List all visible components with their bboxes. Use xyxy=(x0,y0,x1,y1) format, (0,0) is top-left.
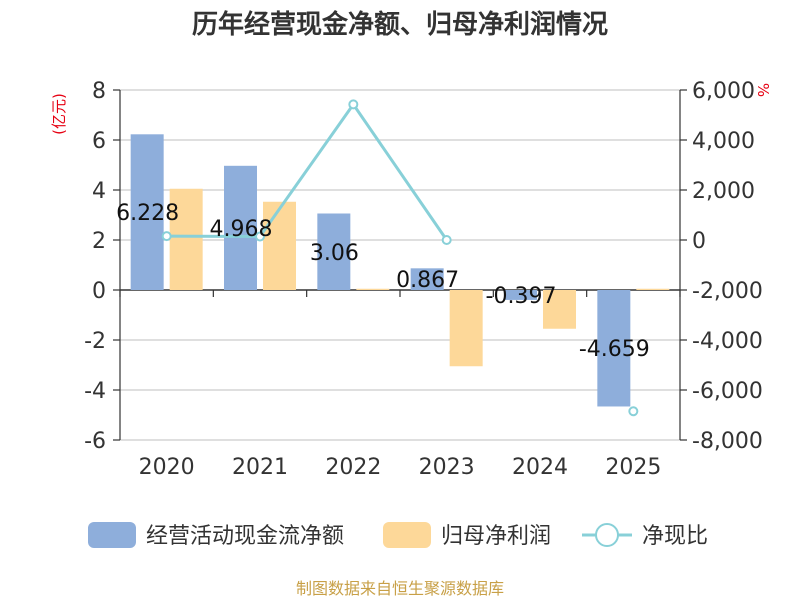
right-axis-tick-label: 4,000 xyxy=(692,129,755,154)
left-axis-tick-label: 4 xyxy=(92,179,106,204)
bar-data-label: 4.968 xyxy=(210,217,273,242)
bars xyxy=(130,134,670,407)
bar-data-label: 3.06 xyxy=(310,241,359,266)
left-axis-tick-label: 8 xyxy=(92,79,106,104)
bar-data-label: 0.867 xyxy=(396,268,459,293)
chart-title: 历年经营现金净额、归母净利润情况 xyxy=(192,9,608,40)
bar xyxy=(543,290,576,329)
axes: 8 6 4 2 0 -2 -4 -6 6,000 4,000 2,000 0 -2,000 -4,000 -… xyxy=(84,79,763,480)
ratio-point xyxy=(348,99,359,110)
legend-marker xyxy=(595,523,619,547)
legend-label: 归母净利润 xyxy=(441,524,551,549)
right-axis-tick-label: 2,000 xyxy=(692,179,755,204)
legend-label: 经营活动现金流净额 xyxy=(146,524,344,549)
ratio-point xyxy=(255,231,265,242)
bar xyxy=(504,290,537,300)
left-axis-tick-label: 2 xyxy=(92,229,106,254)
x-axis-tick-label: 2023 xyxy=(419,455,475,480)
bar xyxy=(130,134,164,290)
ratio-point xyxy=(161,231,172,242)
left-axis-unit: (亿元) xyxy=(50,93,68,135)
legend-label: 净现比 xyxy=(642,524,708,549)
legend-swatch xyxy=(383,522,431,548)
bar xyxy=(597,290,631,407)
x-axis-tick-label: 2020 xyxy=(139,455,195,480)
bar-data-label: 6.228 xyxy=(116,201,179,226)
left-axis-tick-label: -6 xyxy=(84,429,106,454)
left-axis-tick-label: 6 xyxy=(92,129,106,154)
bar xyxy=(356,288,390,290)
ratio-line xyxy=(161,99,639,417)
bar xyxy=(410,268,444,290)
gridlines xyxy=(120,89,680,441)
x-axis-tick-label: 2021 xyxy=(232,455,288,480)
x-axis-tick-label: 2022 xyxy=(325,455,381,480)
bar xyxy=(169,188,203,290)
right-axis-tick-label: -6,000 xyxy=(692,379,763,404)
ratio-line-segment xyxy=(166,101,448,241)
source-note: 制图数据来自恒生聚源数据库 xyxy=(296,579,504,598)
bar xyxy=(317,213,351,290)
left-axis-tick-label: -2 xyxy=(84,329,106,354)
bar xyxy=(224,165,257,290)
right-axis-unit: % xyxy=(754,83,772,97)
legend: 经营活动现金流净额 归母净利润 净现比 xyxy=(88,522,708,549)
bar-data-label: -4.659 xyxy=(579,337,650,362)
x-axis-tick-label: 2024 xyxy=(512,455,568,480)
ratio-point xyxy=(628,406,639,417)
right-axis-tick-label: -2,000 xyxy=(692,279,763,304)
right-axis-tick-label: -8,000 xyxy=(692,429,763,454)
bar xyxy=(449,290,483,367)
bar-data-label: -0.397 xyxy=(486,284,557,309)
right-axis-tick-label: 0 xyxy=(692,229,706,254)
left-axis-tick-label: -4 xyxy=(84,379,106,404)
left-axis-tick-label: 0 xyxy=(92,279,106,304)
right-axis-tick-label: -4,000 xyxy=(692,329,763,354)
bar xyxy=(263,201,296,290)
bar xyxy=(636,288,670,290)
right-axis-tick-label: 6,000 xyxy=(692,79,755,104)
ratio-point xyxy=(441,235,452,245)
data-labels: 6.228 4.968 3.06 0.867 -0.397 -4.659 xyxy=(116,201,650,362)
legend-swatch xyxy=(88,522,136,548)
x-axis-tick-label: 2025 xyxy=(605,455,661,480)
